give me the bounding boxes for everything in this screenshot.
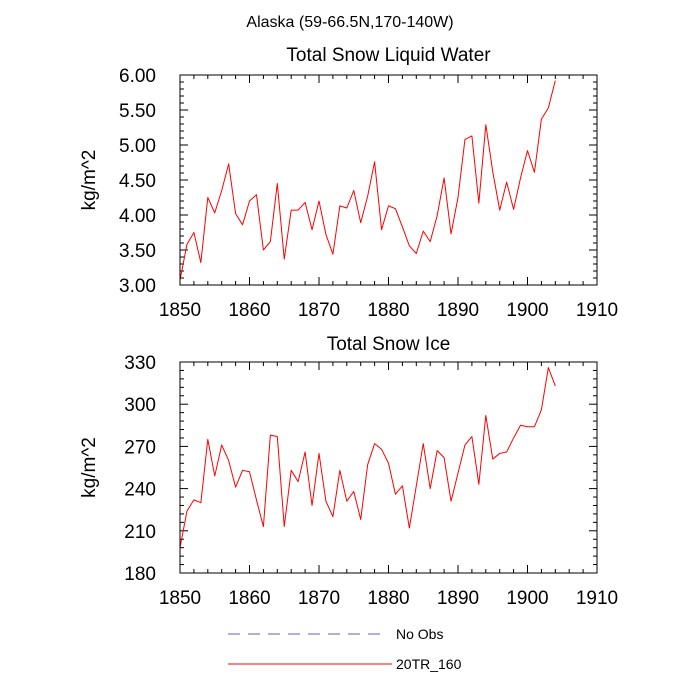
x-tick-label: 1900 <box>506 300 548 321</box>
series-line-20tr-160 <box>179 80 556 281</box>
x-tick-label: 1860 <box>228 588 270 609</box>
y-tick-label: 3.00 <box>119 276 156 297</box>
y-tick-label: 5.50 <box>119 101 156 122</box>
y-tick-label: 270 <box>124 437 156 458</box>
y-axis-label-snow-ice: kg/m^2 <box>79 437 100 498</box>
x-tick-label: 1860 <box>228 300 270 321</box>
chart-title-snow-ice: Total Snow Ice <box>327 334 451 355</box>
x-tick-label: 1890 <box>437 588 479 609</box>
x-tick-label: 1910 <box>576 588 618 609</box>
y-tick-label: 4.50 <box>119 171 156 192</box>
x-tick-label: 1870 <box>298 300 340 321</box>
x-tick-label: 1850 <box>159 588 201 609</box>
chart-title-liquid-water: Total Snow Liquid Water <box>286 45 491 66</box>
x-tick-label: 1850 <box>159 300 201 321</box>
y-tick-label: 4.00 <box>119 206 156 227</box>
y-tick-label: 240 <box>124 480 156 501</box>
y-tick-label: 330 <box>124 353 156 374</box>
y-tick-label: 6.00 <box>119 66 156 87</box>
figure-suptitle: Alaska (59-66.5N,170-140W) <box>246 14 453 31</box>
y-tick-label: 210 <box>124 522 156 543</box>
x-tick-label: 1890 <box>437 300 479 321</box>
panel-snow-ice: Total Snow Ice kg/m^2 1850 1860 1870 1880 1890… <box>79 334 618 609</box>
plot-frame-snow-ice <box>179 361 598 574</box>
x-tick-label: 1880 <box>367 588 409 609</box>
y-tick-label: 3.50 <box>119 241 156 262</box>
x-tick-label: 1880 <box>367 300 409 321</box>
legend-label-20tr-160: 20TR_160 <box>396 656 462 672</box>
x-tick-label: 1900 <box>506 588 548 609</box>
series-line-20tr-160 <box>179 367 556 548</box>
y-tick-label: 300 <box>124 395 156 416</box>
x-tick-label: 1910 <box>576 300 618 321</box>
y-axis-label-liquid-water: kg/m^2 <box>79 150 100 211</box>
legend: No Obs 20TR_160 <box>228 626 462 672</box>
y-tick-label: 180 <box>124 564 156 585</box>
x-tick-label: 1870 <box>298 588 340 609</box>
plot-frame-liquid-water <box>179 74 598 286</box>
legend-label-no-obs: No Obs <box>396 626 443 642</box>
y-tick-label: 5.00 <box>119 136 156 157</box>
panel-snow-liquid-water: Total Snow Liquid Water kg/m^2 1850 1860 187… <box>79 45 618 321</box>
